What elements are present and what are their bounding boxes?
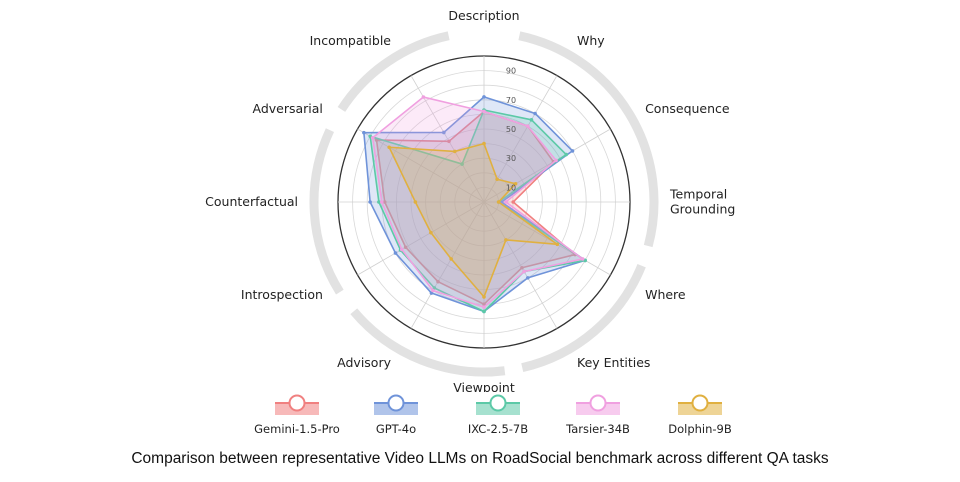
legend-swatch	[678, 394, 722, 415]
data-point-dolphin-9b	[482, 295, 486, 299]
spoke-line	[483, 128, 611, 203]
data-point-tarsier-34b	[421, 95, 426, 99]
category-arc	[309, 128, 344, 295]
category-arc	[518, 31, 659, 248]
data-point-dolphin-9b	[482, 141, 486, 146]
axis-label: Consequence	[645, 101, 730, 116]
data-point-tarsier-34b	[504, 200, 508, 204]
data-point-ixc-2-5-7b	[460, 162, 464, 166]
data-point-gemini-1-5-pro	[520, 265, 524, 270]
axis-label: Where	[645, 287, 686, 302]
spoke-line	[483, 201, 611, 276]
legend-item-gpt-4o: GPT-4o	[341, 392, 451, 436]
data-point-gpt-4o	[368, 200, 372, 204]
data-point-dolphin-9b	[504, 238, 508, 242]
data-point-dolphin-9b	[387, 145, 391, 150]
data-point-dolphin-9b	[495, 177, 499, 182]
data-point-tarsier-34b	[400, 247, 404, 252]
tick-label: 30	[506, 154, 516, 163]
data-point-dolphin-9b	[513, 181, 518, 186]
category-arc	[337, 31, 450, 112]
data-point-ixc-2-5-7b	[529, 118, 534, 122]
legend-swatch	[374, 394, 418, 415]
data-point-gpt-4o	[482, 95, 486, 99]
data-point-dolphin-9b	[429, 230, 433, 235]
legend-label: IXC-2.5-7B	[467, 422, 529, 436]
data-point-tarsier-34b	[580, 257, 585, 261]
data-point-ixc-2-5-7b	[377, 200, 381, 204]
data-point-gpt-4o	[526, 276, 530, 280]
legend-item-tarsier-34b: Tarsier-34B	[543, 392, 653, 436]
legend-item-gemini-1-5-pro: Gemini-1.5-Pro	[242, 392, 352, 436]
radar-chart: Description Why Consequence Temporal Groundi…	[205, 8, 735, 392]
data-point-gpt-4o	[393, 251, 398, 255]
legend-label: Dolphin-9B	[668, 422, 732, 436]
legend-swatch	[275, 394, 319, 415]
axis-label: Temporal Grounding	[669, 187, 735, 217]
category-arc	[521, 263, 646, 373]
figure-caption: Comparison between representative Video …	[131, 450, 829, 467]
tick-label: 50	[506, 125, 516, 134]
radar-axis-labels: Description Why Consequence Temporal Groundi…	[205, 8, 735, 392]
data-point-gpt-4o	[533, 111, 537, 116]
axis-label: Description	[448, 8, 519, 23]
legend-label: Gemini-1.5-Pro	[254, 422, 340, 436]
data-point-ixc-2-5-7b	[482, 309, 486, 314]
data-point-tarsier-34b	[370, 135, 375, 140]
data-point-tarsier-34b	[431, 288, 435, 293]
data-point-tarsier-34b	[482, 109, 486, 114]
legend-label: GPT-4o	[375, 422, 417, 436]
radar-tick-labels: 10 30 50 70 90	[506, 67, 516, 193]
legend-swatch	[576, 394, 620, 415]
data-point-gemini-1-5-pro	[482, 302, 486, 307]
data-point-gpt-4o	[442, 130, 446, 135]
data-point-gemini-1-5-pro	[403, 245, 408, 250]
data-point-gemini-1-5-pro	[447, 139, 451, 144]
axis-label: Counterfactual	[205, 194, 298, 209]
data-point-dolphin-9b	[453, 149, 457, 154]
radar-grid	[337, 55, 631, 349]
data-point-tarsier-34b	[554, 158, 558, 163]
data-point-tarsier-34b	[380, 200, 384, 204]
category-arc	[350, 308, 506, 377]
data-point-tarsier-34b	[522, 269, 526, 274]
axis-label: Advisory	[337, 355, 391, 370]
legend-swatch	[476, 394, 520, 415]
legend-label: Tarsier-34B	[566, 422, 630, 436]
legend-item-ixc-2-5-7b: IXC-2.5-7B	[443, 392, 553, 436]
spoke-line	[483, 201, 558, 329]
axis-label: Incompatible	[310, 33, 392, 48]
axis-label: Key Entities	[577, 355, 650, 370]
spoke-line	[483, 75, 558, 203]
data-point-dolphin-9b	[413, 200, 418, 204]
spoke-line	[357, 201, 485, 276]
axis-label: Why	[577, 33, 605, 48]
tick-label: 70	[506, 96, 516, 105]
data-point-tarsier-34b	[482, 305, 486, 309]
legend-item-dolphin-9b: Dolphin-9B	[645, 392, 755, 436]
data-point-ixc-2-5-7b	[564, 152, 568, 157]
spoke-line	[357, 128, 485, 203]
chart-legend: Gemini-1.5-Pro GPT-4o IXC-2.5-7B Tarsier-34…	[0, 392, 960, 442]
tick-label: 90	[506, 67, 516, 76]
data-point-gpt-4o	[570, 149, 575, 153]
axis-label: Viewpoint	[453, 380, 515, 392]
data-point-tarsier-34b	[526, 124, 530, 128]
data-point-dolphin-9b	[496, 200, 501, 204]
data-point-gpt-4o	[362, 130, 366, 135]
category-group-arcs	[309, 31, 659, 377]
spoke-line	[410, 201, 485, 329]
tick-label: 10	[506, 183, 516, 192]
data-point-gemini-1-5-pro	[382, 200, 387, 204]
data-point-gemini-1-5-pro	[511, 200, 515, 204]
radar-series-group	[362, 95, 587, 314]
axis-label: Adversarial	[252, 101, 322, 116]
data-point-dolphin-9b	[555, 242, 560, 247]
data-point-dolphin-9b	[449, 257, 453, 261]
data-point-gemini-1-5-pro	[436, 279, 440, 284]
axis-label: Introspection	[241, 287, 323, 302]
